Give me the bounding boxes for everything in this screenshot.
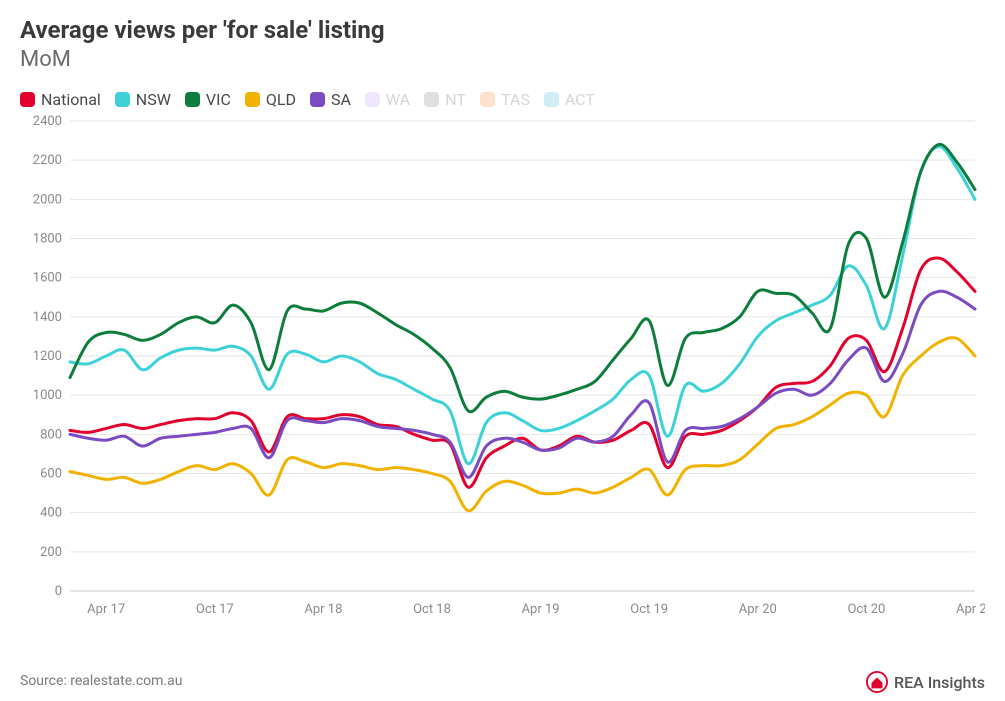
legend-swatch — [20, 92, 35, 107]
svg-text:0: 0 — [55, 584, 62, 599]
svg-text:2400: 2400 — [33, 115, 62, 129]
legend-label: NT — [445, 90, 466, 109]
chart-card: Average views per 'for sale' listing MoM… — [0, 0, 1005, 701]
legend-label: WA — [386, 90, 410, 109]
svg-text:1000: 1000 — [33, 388, 62, 403]
svg-text:1200: 1200 — [33, 349, 62, 364]
legend-swatch — [480, 92, 495, 107]
legend-label: QLD — [266, 90, 296, 109]
legend-swatch — [115, 92, 130, 107]
legend-swatch — [310, 92, 325, 107]
brand-label: REA Insights — [894, 673, 985, 692]
series-line-nsw — [70, 146, 975, 463]
svg-text:Oct 19: Oct 19 — [630, 602, 668, 617]
svg-text:2000: 2000 — [33, 192, 62, 207]
legend-label: National — [41, 90, 101, 109]
legend-swatch — [544, 92, 559, 107]
legend-label: VIC — [206, 90, 231, 109]
legend-item-qld[interactable]: QLD — [245, 90, 296, 109]
svg-text:Apr 18: Apr 18 — [304, 602, 342, 617]
svg-text:600: 600 — [40, 466, 62, 481]
line-chart-svg: 0 200 400 600 800 1000 1200 1400 1600 1800 2000 220… — [20, 115, 985, 625]
svg-text:Oct 17: Oct 17 — [196, 602, 234, 617]
legend-swatch — [245, 92, 260, 107]
svg-text:1600: 1600 — [33, 270, 62, 285]
legend-item-sa[interactable]: SA — [310, 90, 351, 109]
legend-item-nsw[interactable]: NSW — [115, 90, 171, 109]
legend-swatch — [365, 92, 380, 107]
legend-item-tas[interactable]: TAS — [480, 90, 530, 109]
svg-text:Apr 21: Apr 21 — [956, 602, 985, 617]
chart-subtitle: MoM — [20, 47, 985, 72]
series-line-qld — [70, 337, 975, 510]
legend-swatch — [424, 92, 439, 107]
svg-text:Apr 17: Apr 17 — [87, 602, 125, 617]
legend-item-nt[interactable]: NT — [424, 90, 466, 109]
chart-title: Average views per 'for sale' listing — [20, 16, 985, 45]
svg-text:1800: 1800 — [33, 231, 62, 246]
legend-label: ACT — [565, 90, 595, 109]
legend-label: NSW — [136, 90, 171, 109]
legend-label: SA — [331, 90, 351, 109]
legend-label: TAS — [501, 90, 530, 109]
svg-text:Oct 18: Oct 18 — [413, 602, 451, 617]
svg-text:Apr 19: Apr 19 — [522, 602, 560, 617]
svg-text:2200: 2200 — [33, 153, 62, 168]
svg-text:Apr 20: Apr 20 — [739, 602, 777, 617]
source-label: Source: realestate.com.au — [20, 673, 182, 689]
svg-text:400: 400 — [40, 505, 62, 520]
legend-item-act[interactable]: ACT — [544, 90, 595, 109]
legend-item-national[interactable]: National — [20, 90, 101, 109]
house-icon — [866, 671, 888, 693]
svg-text:800: 800 — [40, 427, 62, 442]
chart-plot-area: 0 200 400 600 800 1000 1200 1400 1600 1800 2000 220… — [20, 115, 985, 625]
svg-text:200: 200 — [40, 545, 62, 560]
legend: National NSW VIC QLD SA WA NT TAS ACT — [20, 90, 985, 109]
legend-item-vic[interactable]: VIC — [185, 90, 231, 109]
legend-item-wa[interactable]: WA — [365, 90, 410, 109]
legend-swatch — [185, 92, 200, 107]
svg-text:Oct 20: Oct 20 — [847, 602, 885, 617]
svg-text:1400: 1400 — [33, 310, 62, 325]
brand-badge: REA Insights — [866, 671, 985, 693]
